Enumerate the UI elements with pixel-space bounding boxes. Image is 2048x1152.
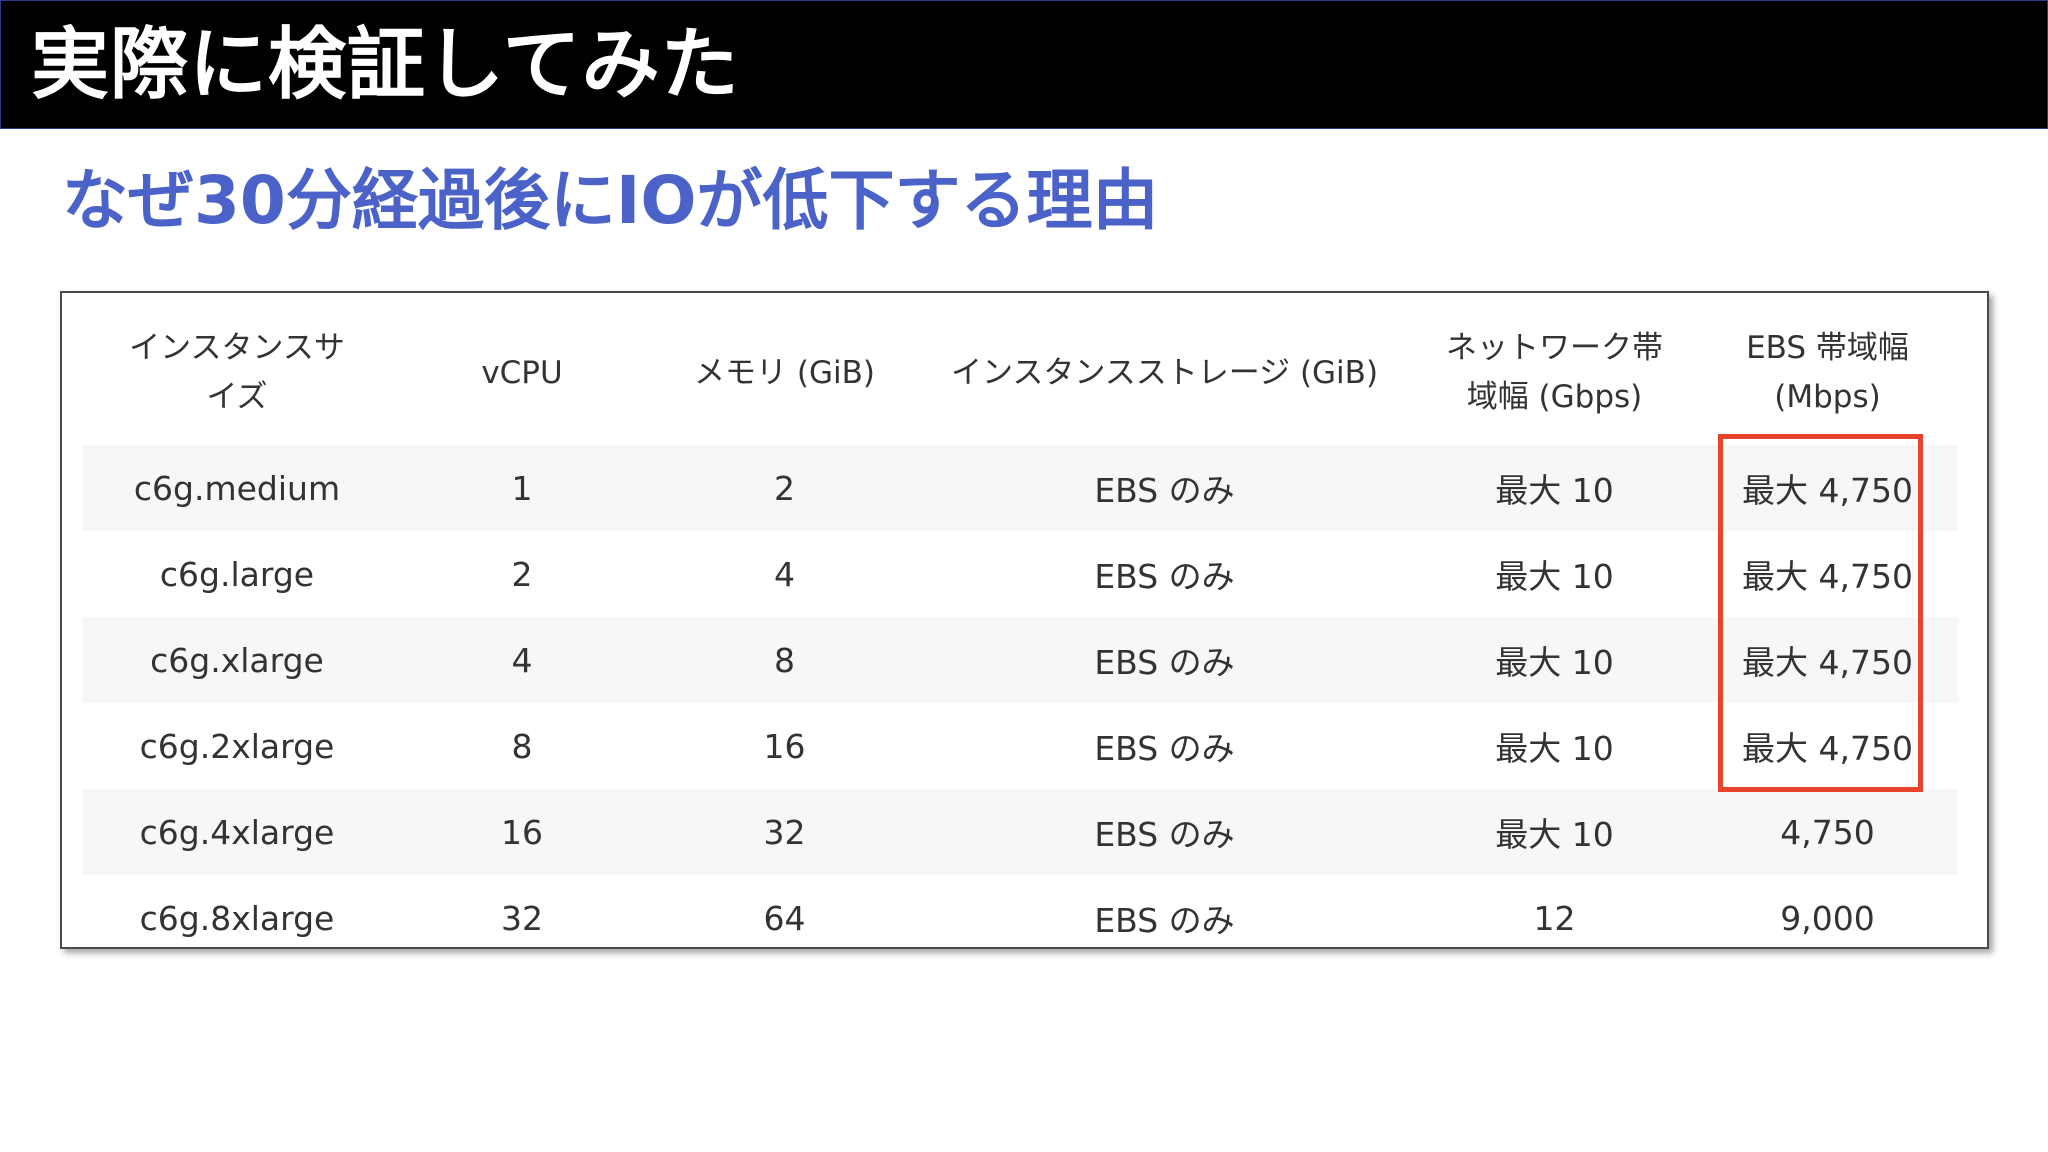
cell-memory: 64 (763, 898, 806, 938)
column-header-instance-size: インスタンスサイズ (129, 330, 345, 415)
cell-ebs-bandwidth: 最大 4,750 (1697, 617, 1958, 703)
cell-vcpu: 32 (501, 898, 543, 938)
header-bar: 実際に検証してみた (0, 0, 2048, 129)
cell-vcpu: 2 (511, 554, 533, 594)
cell-network-bandwidth: 最大 10 (1412, 445, 1697, 531)
table-row: c6g.2xlarge 8 16 EBS のみ 最大 10 最大 4,750 (82, 703, 1958, 789)
column-header-ebs-bandwidth: EBS 帯域幅 (Mbps) (1746, 330, 1909, 415)
cell-instance-size: c6g.medium (82, 445, 392, 531)
cell-instance-storage: EBS のみ (1094, 901, 1235, 940)
cell-memory: 4 (774, 554, 795, 594)
cell-instance-size: c6g.2xlarge (139, 726, 335, 766)
cell-vcpu: 8 (511, 726, 533, 766)
cell-instance-storage: EBS のみ (1094, 729, 1235, 768)
table-row: c6g.4xlarge 16 32 EBS のみ 最大 10 4,750 (82, 789, 1958, 875)
column-header-vcpu: vCPU (481, 354, 563, 391)
table-row: c6g.8xlarge 32 64 EBS のみ 12 9,000 (82, 875, 1958, 947)
column-header-memory: メモリ (GiB) (694, 354, 875, 391)
cell-ebs-bandwidth: 最大 4,750 (1742, 729, 1913, 768)
instance-spec-table: インスタンスサイズ vCPU メモリ (GiB) インスタンスストレージ (Gi… (82, 301, 1958, 947)
cell-instance-storage: EBS のみ (1094, 557, 1235, 596)
cell-instance-size: c6g.large (159, 554, 315, 594)
table-row: c6g.medium 1 2 EBS のみ 最大 10 最大 4,750 (82, 445, 1958, 531)
cell-instance-size: c6g.4xlarge (82, 789, 392, 875)
cell-vcpu: 1 (392, 445, 652, 531)
table-header-row: インスタンスサイズ vCPU メモリ (GiB) インスタンスストレージ (Gi… (82, 301, 1958, 445)
cell-network-bandwidth: 12 (1533, 898, 1576, 938)
cell-ebs-bandwidth: 4,750 (1697, 789, 1958, 875)
cell-network-bandwidth: 最大 10 (1495, 557, 1614, 596)
cell-memory: 8 (652, 617, 917, 703)
column-header-instance-storage: インスタンスストレージ (GiB) (950, 354, 1379, 391)
cell-network-bandwidth: 最大 10 (1412, 789, 1697, 875)
table-screenshot-frame: インスタンスサイズ vCPU メモリ (GiB) インスタンスストレージ (Gi… (60, 291, 1989, 949)
cell-ebs-bandwidth: 最大 4,750 (1742, 557, 1913, 596)
cell-ebs-bandwidth: 最大 4,750 (1697, 445, 1958, 531)
table-row: c6g.xlarge 4 8 EBS のみ 最大 10 最大 4,750 (82, 617, 1958, 703)
cell-network-bandwidth: 最大 10 (1412, 617, 1697, 703)
cell-memory: 16 (763, 726, 806, 766)
column-header-network-bandwidth: ネットワーク帯域幅 (Gbps) (1446, 330, 1663, 415)
cell-instance-size: c6g.8xlarge (139, 898, 335, 938)
cell-network-bandwidth: 最大 10 (1495, 729, 1614, 768)
cell-ebs-bandwidth: 9,000 (1780, 898, 1875, 938)
slide-title: 実際に検証してみた (31, 20, 740, 110)
cell-instance-storage: EBS のみ (917, 789, 1412, 875)
cell-memory: 2 (652, 445, 917, 531)
cell-instance-size: c6g.xlarge (82, 617, 392, 703)
cell-instance-storage: EBS のみ (917, 445, 1412, 531)
table-row: c6g.large 2 4 EBS のみ 最大 10 最大 4,750 (82, 531, 1958, 617)
slide-subtitle: なぜ30分経過後にIOが低下する理由 (62, 162, 1159, 239)
cell-memory: 32 (652, 789, 917, 875)
cell-vcpu: 4 (392, 617, 652, 703)
cell-vcpu: 16 (392, 789, 652, 875)
cell-instance-storage: EBS のみ (917, 617, 1412, 703)
